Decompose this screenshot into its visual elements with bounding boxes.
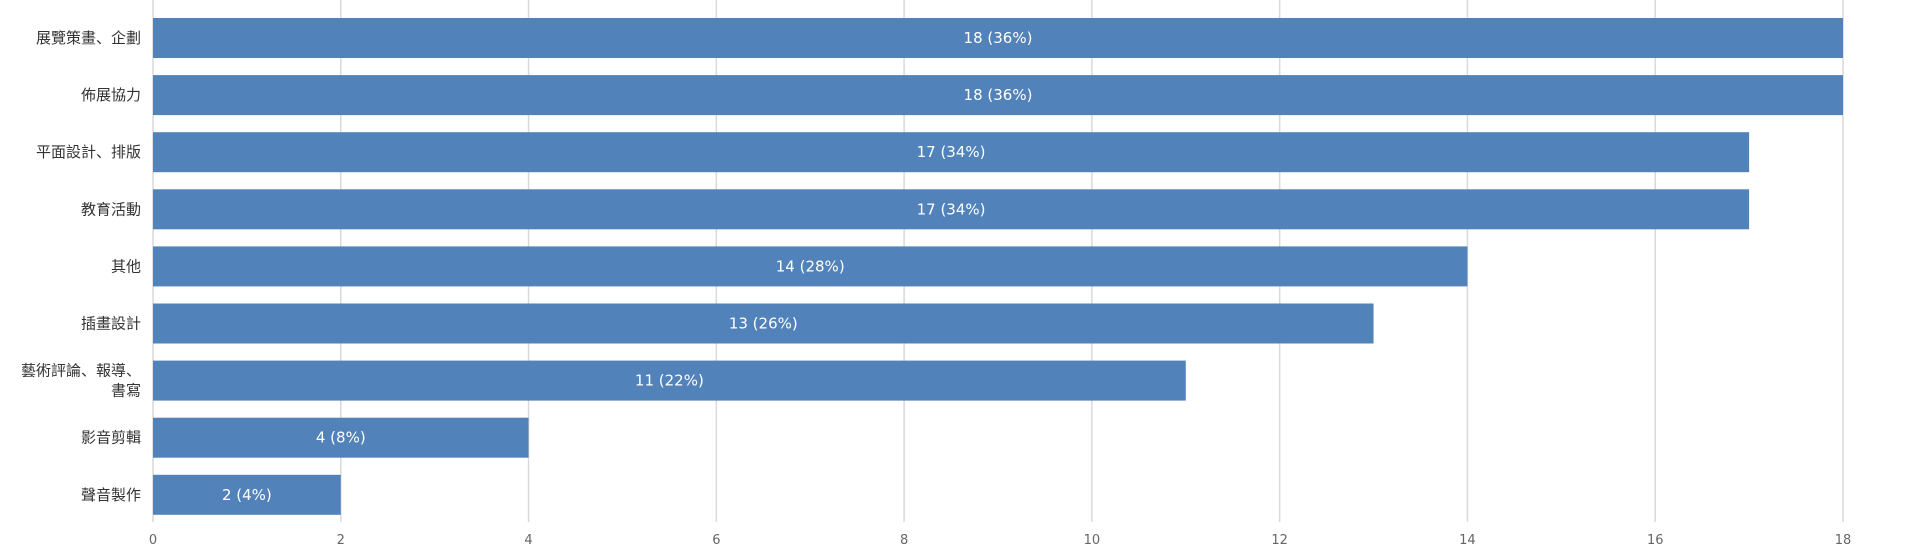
bar <box>153 246 1468 287</box>
x-tick-label: 14 <box>1459 533 1476 548</box>
bar <box>153 18 1843 58</box>
category-label: 影音剪輯 <box>81 429 141 447</box>
bar-data-label: 18 (36%) <box>964 29 1033 47</box>
x-tick-label: 4 <box>524 533 532 548</box>
category-label: 其他 <box>111 257 141 275</box>
x-tick-label: 0 <box>149 533 157 548</box>
category-label: 教育活動 <box>81 200 141 218</box>
bar-data-label: 17 (34%) <box>917 143 986 161</box>
bar <box>153 189 1750 230</box>
bar-data-label: 18 (36%) <box>964 86 1033 104</box>
category-label: 平面設計、排版 <box>36 143 141 161</box>
category-label: 藝術評論、報導、 <box>21 362 141 380</box>
bar-data-label: 4 (8%) <box>316 429 366 447</box>
bar-data-label: 11 (22%) <box>635 372 704 390</box>
x-tick-label: 10 <box>1084 533 1101 548</box>
category-label: 插畫設計 <box>81 315 141 333</box>
bar-data-label: 2 (4%) <box>222 486 272 504</box>
bars: 18 (36%) 18 (36%) 17 (34%) 17 (34%) 14 (28%)… <box>153 18 1843 515</box>
category-label: 佈展協力 <box>81 86 141 104</box>
x-tick-label: 6 <box>712 533 720 548</box>
bar <box>153 417 529 458</box>
category-label: 聲音製作 <box>81 486 141 504</box>
category-label: 書寫 <box>111 382 141 400</box>
bar-data-label: 14 (28%) <box>776 257 845 275</box>
x-tick-label: 2 <box>337 533 345 548</box>
bar-data-label: 13 (26%) <box>729 315 798 333</box>
x-tick-label: 16 <box>1647 533 1664 548</box>
bar <box>153 474 341 515</box>
bar <box>153 132 1750 173</box>
bar <box>153 303 1374 344</box>
x-tick-label: 18 <box>1835 533 1852 548</box>
bar <box>153 75 1843 116</box>
x-tick-label: 8 <box>900 533 908 548</box>
x-tick-label: 12 <box>1271 533 1288 548</box>
bar <box>153 360 1186 401</box>
category-labels: 展覽策畫、企劃佈展協力平面設計、排版教育活動其他插畫設計藝術評論、報導、書寫影音… <box>21 29 141 504</box>
x-axis-tick-labels: 0 2 4 6 8 10 12 14 16 18 <box>149 533 1851 548</box>
category-label: 展覽策畫、企劃 <box>36 29 141 47</box>
bar-data-label: 17 (34%) <box>917 200 986 218</box>
